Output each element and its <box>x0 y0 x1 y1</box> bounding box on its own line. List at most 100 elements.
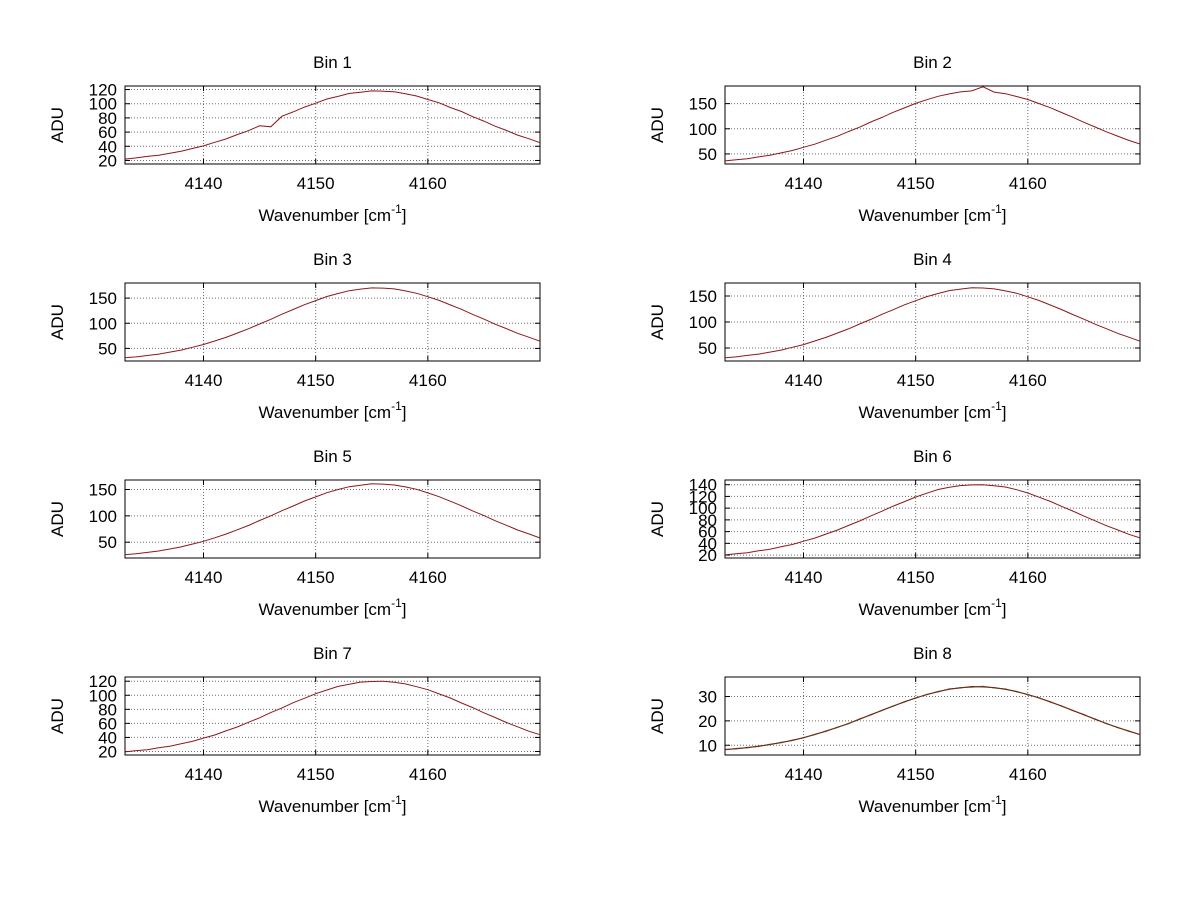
x-axis-label: Wavenumber [cm-1] <box>259 596 407 619</box>
x-tick-label: 4160 <box>1009 568 1047 587</box>
x-tick-label: 4150 <box>897 174 935 193</box>
x-tick-label: 4160 <box>409 765 447 784</box>
x-tick-label: 4140 <box>785 568 823 587</box>
x-tick-label: 4150 <box>897 568 935 587</box>
x-tick-label: 4150 <box>897 371 935 390</box>
y-tick-label: 50 <box>98 533 117 552</box>
plot-box <box>124 85 541 165</box>
x-tick-label: 4140 <box>185 765 223 784</box>
y-tick-label: 100 <box>89 95 117 114</box>
y-tick-label: 60 <box>98 714 117 733</box>
y-tick-label: 50 <box>698 145 717 164</box>
x-tick-label: 4160 <box>409 371 447 390</box>
y-tick-label: 100 <box>689 120 717 139</box>
chart-title: Bin 3 <box>313 250 352 269</box>
y-tick-label: 100 <box>689 313 717 332</box>
y-tick-label: 120 <box>89 672 117 691</box>
series-spectrum-red <box>724 86 1141 162</box>
series-spectrum-red <box>124 483 541 556</box>
y-tick-label: 20 <box>98 151 117 170</box>
y-axis-label: ADU <box>648 304 667 340</box>
y-tick-label: 40 <box>698 534 717 553</box>
x-axis-label: Wavenumber [cm-1] <box>859 793 1007 816</box>
y-tick-label: 20 <box>698 712 717 731</box>
chart-title: Bin 7 <box>313 644 352 663</box>
subplot-bin-8: Bin 8 4140 4150 4160 10 20 30 Wavenumber [cm-1]… <box>648 644 1141 816</box>
x-tick-label: 4150 <box>297 371 335 390</box>
y-tick-label: 100 <box>89 507 117 526</box>
chart-title: Bin 8 <box>913 644 952 663</box>
x-tick-label: 4140 <box>785 765 823 784</box>
x-tick-label: 4140 <box>785 174 823 193</box>
x-tick-label: 4160 <box>1009 765 1047 784</box>
x-tick-label: 4160 <box>409 174 447 193</box>
plot-box <box>124 479 541 559</box>
chart-title: Bin 2 <box>913 53 952 72</box>
x-axis-label: Wavenumber [cm-1] <box>259 399 407 422</box>
y-axis-label: ADU <box>48 698 67 734</box>
x-axis-label: Wavenumber [cm-1] <box>859 202 1007 225</box>
chart-title: Bin 1 <box>313 53 352 72</box>
chart-title: Bin 6 <box>913 447 952 466</box>
x-tick-label: 4150 <box>297 765 335 784</box>
subplot-bin-3: Bin 3 4140 4150 4160 50 100 150 Wavenumber [cm-… <box>48 250 541 422</box>
subplot-bin-4: Bin 4 4140 4150 4160 50 100 150 Wavenumber [cm-… <box>648 250 1141 422</box>
x-axis-label: Wavenumber [cm-1] <box>259 202 407 225</box>
chart-title: Bin 4 <box>913 250 952 269</box>
y-tick-label: 100 <box>689 499 717 518</box>
y-tick-label: 50 <box>98 339 117 358</box>
plot-box <box>724 479 1141 559</box>
y-tick-label: 20 <box>698 546 717 565</box>
x-tick-label: 4160 <box>1009 371 1047 390</box>
y-tick-label: 100 <box>89 314 117 333</box>
y-tick-label: 80 <box>98 700 117 719</box>
y-tick-label: 40 <box>98 728 117 747</box>
y-tick-label: 100 <box>89 686 117 705</box>
plot-box <box>124 676 541 756</box>
y-axis-label: ADU <box>648 698 667 734</box>
series-spectrum-green <box>724 685 1141 751</box>
x-tick-label: 4150 <box>297 568 335 587</box>
y-axis-label: ADU <box>48 501 67 537</box>
x-tick-label: 4160 <box>409 568 447 587</box>
y-tick-label: 150 <box>689 287 717 306</box>
x-tick-label: 4150 <box>297 174 335 193</box>
x-axis-label: Wavenumber [cm-1] <box>859 596 1007 619</box>
plot-box <box>724 676 1141 756</box>
figure-grid: Bin 1 4140 4150 4160 20 40 60 80 100 120 Wavenumbe… <box>48 53 1141 816</box>
plot-box <box>724 85 1141 165</box>
series-spectrum-red <box>124 680 541 753</box>
y-tick-label: 150 <box>689 95 717 114</box>
x-tick-label: 4140 <box>185 371 223 390</box>
plot-box <box>124 282 541 362</box>
series-spectrum-red <box>124 287 541 359</box>
y-tick-label: 120 <box>689 487 717 506</box>
x-tick-label: 4140 <box>185 174 223 193</box>
y-axis-label: ADU <box>648 501 667 537</box>
y-tick-label: 150 <box>89 289 117 308</box>
subplot-bin-5: Bin 5 4140 4150 4160 50 100 150 Wavenumber [cm-… <box>48 447 541 619</box>
y-tick-label: 80 <box>98 109 117 128</box>
x-axis-label: Wavenumber [cm-1] <box>859 399 1007 422</box>
series-spectrum-red <box>724 685 1141 750</box>
y-tick-label: 150 <box>89 480 117 499</box>
y-tick-label: 50 <box>698 339 717 358</box>
x-axis-label: Wavenumber [cm-1] <box>259 793 407 816</box>
y-axis-label: ADU <box>48 304 67 340</box>
y-tick-label: 20 <box>98 742 117 761</box>
x-tick-label: 4140 <box>185 568 223 587</box>
x-tick-label: 4140 <box>785 371 823 390</box>
y-tick-label: 30 <box>698 688 717 707</box>
y-tick-label: 140 <box>689 476 717 495</box>
chart-title: Bin 5 <box>313 447 352 466</box>
y-tick-label: 80 <box>698 511 717 530</box>
y-tick-label: 10 <box>698 736 717 755</box>
y-tick-label: 120 <box>89 81 117 100</box>
subplot-bin-2: Bin 2 4140 4150 4160 50 100 150 Wavenumber [cm-… <box>648 53 1141 225</box>
x-tick-label: 4160 <box>1009 174 1047 193</box>
y-tick-label: 40 <box>98 137 117 156</box>
series-spectrum-red <box>724 484 1141 556</box>
